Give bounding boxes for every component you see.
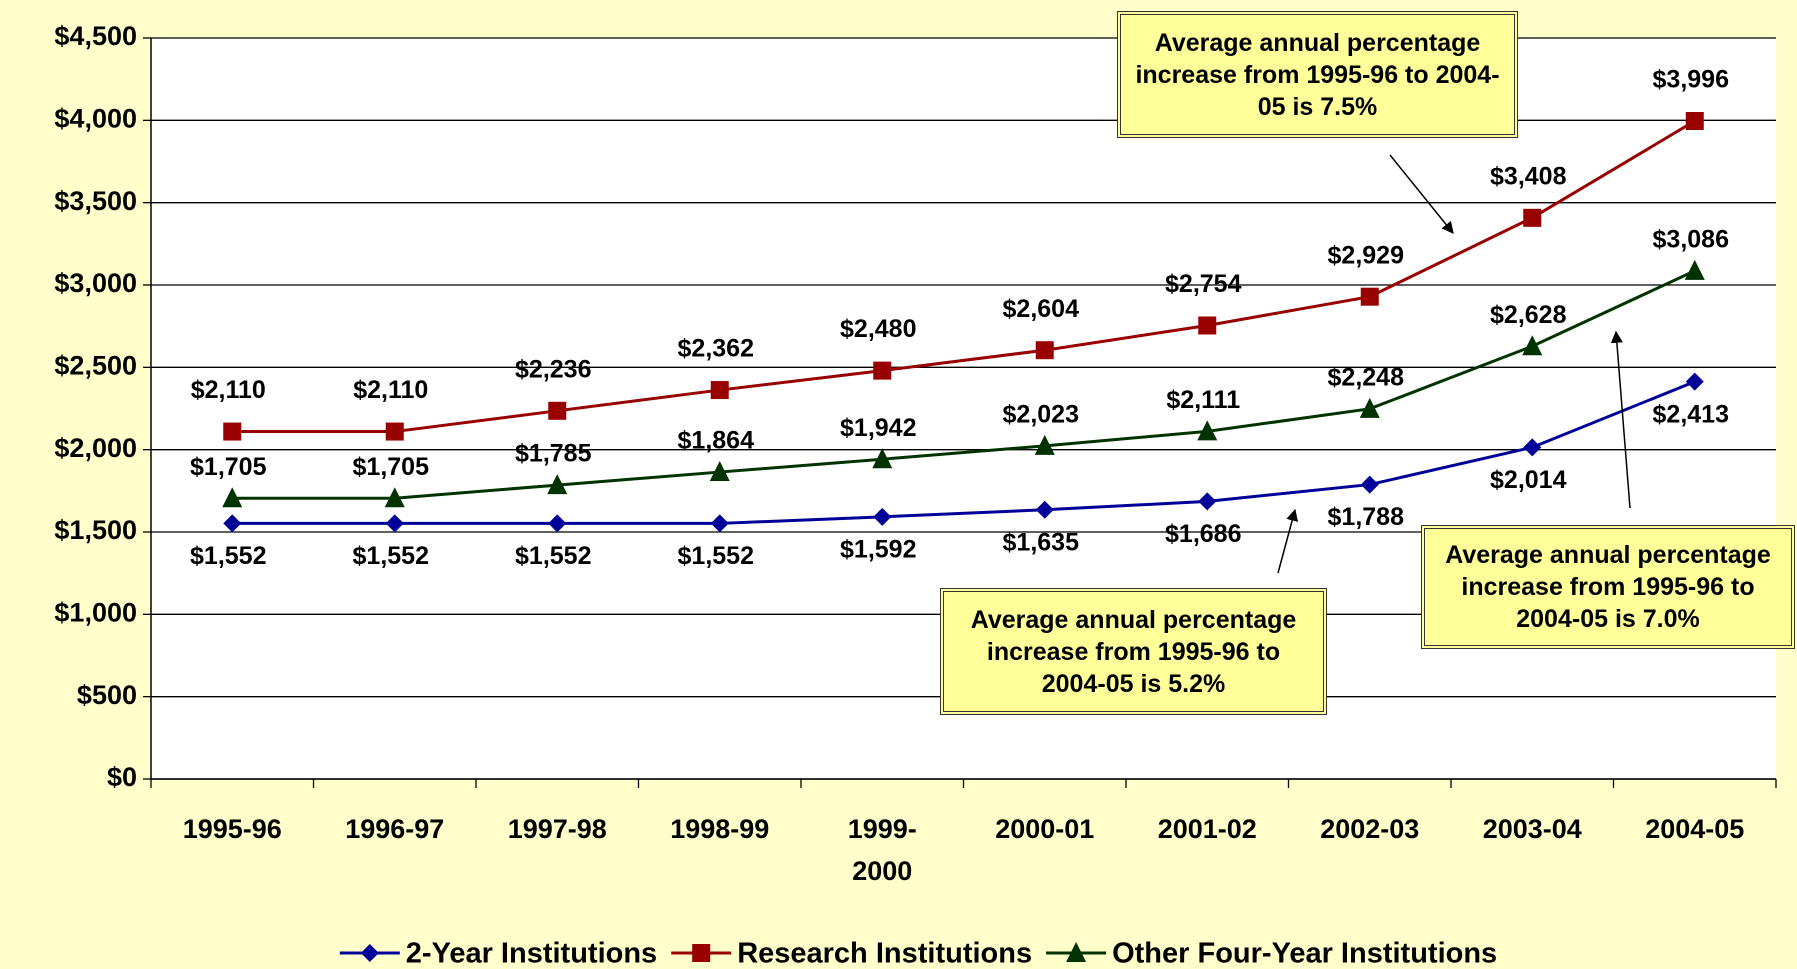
data-label: $3,996 (1653, 66, 1729, 94)
data-point (710, 514, 729, 533)
y-tick-label: $500 (77, 680, 137, 710)
data-label: $1,864 (678, 427, 755, 455)
data-label: $1,788 (1328, 503, 1405, 531)
y-tick-label: $2,000 (54, 433, 137, 463)
x-tick-label: 2001-02 (1158, 814, 1257, 844)
data-point (709, 461, 730, 482)
data-label: $2,628 (1490, 301, 1567, 329)
data-point (222, 487, 243, 508)
data-point (873, 507, 892, 526)
data-point (1522, 335, 1543, 356)
data-label: $3,086 (1653, 225, 1729, 253)
legend-marker (1066, 942, 1087, 962)
data-point (1034, 434, 1055, 455)
data-label: $2,413 (1653, 400, 1729, 428)
data-label: $1,552 (515, 542, 591, 570)
data-label: $1,705 (190, 453, 267, 481)
data-point (1685, 111, 1704, 130)
data-point (384, 487, 405, 508)
series-line (232, 380, 1696, 525)
data-point (1360, 475, 1379, 494)
data-label: $2,236 (515, 355, 591, 383)
y-tick-label: $3,000 (54, 268, 137, 298)
data-point (548, 401, 567, 420)
data-point (223, 422, 242, 441)
data-point (385, 514, 404, 533)
y-tick-label: $4,500 (54, 21, 137, 51)
data-label: $1,592 (840, 535, 916, 563)
data-point (1360, 287, 1379, 306)
data-point (710, 381, 729, 400)
annotation-arrow (1610, 330, 1631, 509)
data-point (547, 474, 568, 495)
data-label: $2,014 (1490, 466, 1567, 494)
legend-label: Other Four-Year Institutions (1112, 938, 1497, 969)
data-point (873, 361, 892, 380)
data-label: $1,785 (515, 440, 592, 468)
legend-marker (692, 944, 711, 962)
legend-label: 2-Year Institutions (406, 938, 657, 969)
legend-label: Research Institutions (737, 938, 1032, 969)
data-point (1359, 397, 1380, 418)
data-point (1198, 492, 1217, 511)
annotation: Average annual percentage increase from … (1421, 525, 1795, 649)
data-label: $2,754 (1165, 270, 1242, 298)
annotation-arrow (1389, 154, 1454, 234)
data-label: $2,110 (191, 376, 266, 404)
data-label: $2,110 (353, 376, 428, 404)
data-point (1523, 208, 1542, 227)
x-tick-label: 2000-01 (995, 814, 1094, 844)
data-label: $3,408 (1490, 162, 1567, 190)
data-point (1523, 438, 1542, 457)
data-label: $1,942 (840, 414, 916, 442)
data-label: $2,023 (1003, 400, 1079, 428)
data-label: $2,604 (1003, 295, 1080, 323)
x-tick-label: 1999-2000 (848, 814, 917, 886)
y-tick-label: $3,500 (54, 186, 137, 216)
data-label: $1,552 (678, 542, 754, 570)
series-line (232, 119, 1696, 434)
data-label: $1,705 (353, 453, 430, 481)
data-label: $2,929 (1328, 241, 1404, 269)
y-tick-label: $4,000 (54, 103, 137, 133)
x-tick-label: 1998-99 (670, 814, 769, 844)
series-line (232, 269, 1696, 500)
x-tick-label: 2002-03 (1320, 814, 1419, 844)
annotation-arrow (1277, 508, 1298, 574)
data-label: $1,635 (1003, 528, 1080, 556)
annotation: Average annual percentage increase from … (940, 588, 1327, 715)
y-tick-label: $1,000 (54, 597, 137, 627)
data-point (1684, 259, 1705, 280)
x-tick-label: 1996-97 (345, 814, 444, 844)
annotation: Average annual percentage increase from … (1117, 11, 1518, 138)
data-point (1035, 341, 1054, 360)
data-label: $2,248 (1328, 363, 1405, 391)
x-tick-label: 2004-05 (1645, 814, 1744, 844)
data-point (1198, 316, 1217, 335)
data-point (385, 422, 404, 441)
data-label: $1,686 (1165, 520, 1241, 548)
data-point (1197, 420, 1218, 441)
x-tick-label: 1997-98 (508, 814, 607, 844)
y-tick-label: $2,500 (54, 350, 137, 380)
x-tick-label: 2003-04 (1483, 814, 1582, 844)
data-point (548, 514, 567, 533)
data-point (1685, 372, 1704, 391)
y-tick-label: $0 (107, 762, 137, 792)
x-tick-label: 1995-96 (183, 814, 282, 844)
data-point (223, 514, 242, 533)
data-label: $1,552 (190, 542, 266, 570)
y-tick-label: $1,500 (54, 515, 137, 545)
data-point (1035, 500, 1054, 519)
data-label: $2,111 (1166, 386, 1240, 414)
data-label: $1,552 (353, 542, 429, 570)
legend-marker (360, 944, 379, 962)
data-label: $2,480 (840, 315, 916, 343)
data-label: $2,362 (678, 335, 754, 363)
data-point (872, 448, 893, 469)
